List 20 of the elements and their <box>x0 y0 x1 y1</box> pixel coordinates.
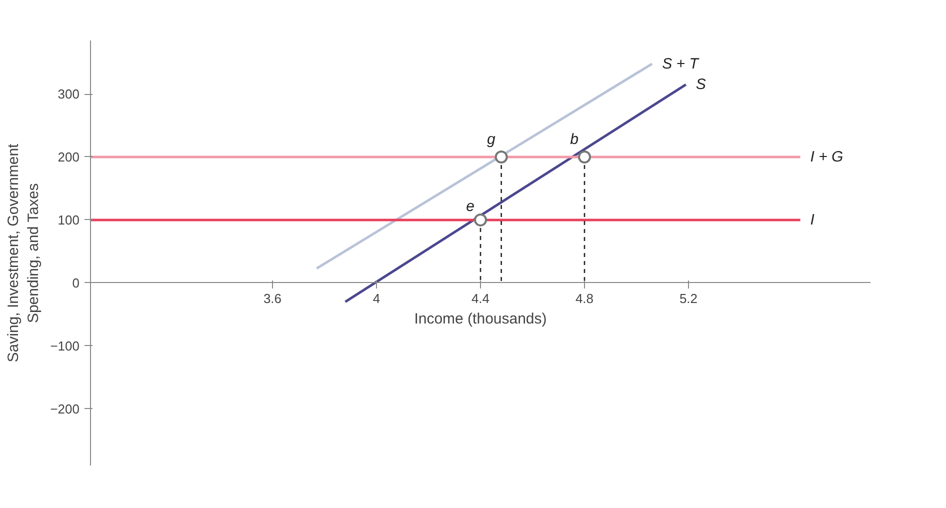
y-tick-label: −100 <box>50 338 80 354</box>
annotation: g <box>486 130 496 148</box>
y-tick-label: −200 <box>50 401 80 416</box>
y-tick-label: 200 <box>58 149 80 164</box>
y-tick-label: 300 <box>58 86 80 102</box>
x-tick-label: 4 <box>372 290 380 306</box>
x-tick-label: 3.6 <box>263 290 282 306</box>
x-tick-label: 5.2 <box>679 290 698 306</box>
y-axis-title: Saving, Investment, Government Spending, and Taxes <box>4 142 42 362</box>
y-tick-label: 100 <box>58 212 80 228</box>
annotation: b <box>570 130 578 148</box>
series-label: S + T <box>662 55 700 72</box>
series-label: I + G <box>810 148 844 166</box>
x-axis-title: Income (thousands) <box>414 310 547 328</box>
series-label: S <box>696 76 706 94</box>
annotation: e <box>466 198 474 215</box>
x-tick-label: 4.4 <box>471 290 490 306</box>
series-label: I <box>810 211 814 228</box>
x-tick-label: 4.8 <box>575 290 594 306</box>
y-tick-label: 0 <box>72 275 80 290</box>
